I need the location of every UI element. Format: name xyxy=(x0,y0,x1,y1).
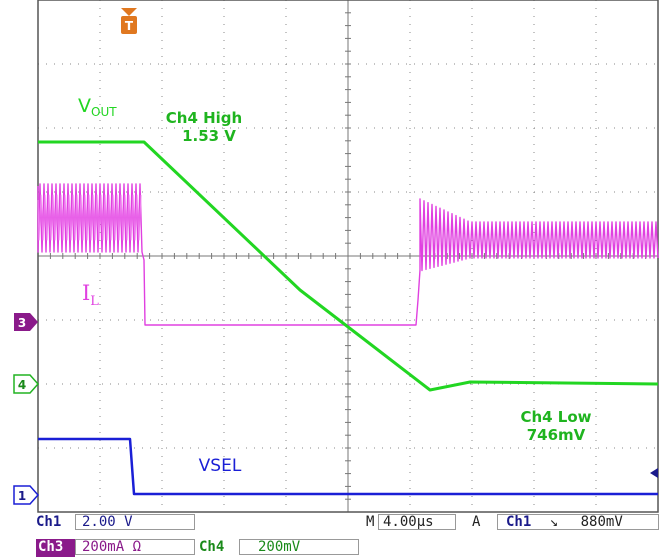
trigger-slope: ↘ xyxy=(549,514,559,530)
ch1-marker-label: 1 xyxy=(18,489,26,503)
waveform-traces xyxy=(37,140,659,496)
trigger-mode: A xyxy=(472,514,481,530)
timebase-box[interactable]: 4.00µs xyxy=(378,514,456,530)
ch1-status-label[interactable]: Ch1 xyxy=(36,514,62,530)
ch4-scale-value: 200mV xyxy=(258,539,301,555)
ch1-scale-box[interactable]: 2.00 V xyxy=(75,514,195,530)
vout-label: VOUT xyxy=(78,95,117,119)
trigger-box[interactable]: Ch1 ↘ 880mV xyxy=(497,514,659,530)
status-bar-bottom: Ch3 200mA Ω Ch4 200mV xyxy=(0,539,668,557)
trigger-level: 880mV xyxy=(580,514,623,530)
ch4-low-title: Ch4 Low xyxy=(520,408,591,426)
ch4-ground-marker[interactable]: 4 xyxy=(13,374,40,394)
trigger-source: Ch1 xyxy=(506,514,532,530)
ch3-marker-label: 3 xyxy=(18,316,26,330)
ch4-scale-box[interactable]: 200mV xyxy=(239,539,359,555)
timebase-value: 4.00µs xyxy=(383,514,434,530)
ch4-status-label[interactable]: Ch4 xyxy=(199,539,225,555)
il-label: IL xyxy=(82,281,99,309)
ch4-marker-label: 4 xyxy=(18,378,26,392)
timebase-label: M xyxy=(366,514,375,530)
trigger-marker-label: T xyxy=(125,19,134,33)
ch3-status-label[interactable]: Ch3 xyxy=(36,539,75,557)
ch1-scale-value: 2.00 V xyxy=(82,514,133,530)
ch4-low-value: 746mV xyxy=(527,426,586,444)
status-bar-top: Ch1 2.00 V M 4.00µs A Ch1 ↘ 880mV xyxy=(0,514,668,532)
ch3-ripple-band xyxy=(37,194,142,241)
ch3-inductor-current-trace xyxy=(37,183,659,326)
ch3-ground-marker[interactable]: 3 xyxy=(14,313,38,331)
ch1-ground-marker[interactable]: 1 xyxy=(13,485,40,505)
trigger-position-marker: T xyxy=(121,8,137,34)
ch4-vout-trace xyxy=(38,140,659,392)
trigger-level-arrow xyxy=(650,468,658,478)
vsel-label: VSEL xyxy=(199,456,242,476)
ch4-high-value: 1.53 V xyxy=(182,127,236,145)
ch3-scale-value: 200mA Ω xyxy=(82,539,142,555)
ch4-high-title: Ch4 High xyxy=(166,109,242,127)
ch3-scale-box[interactable]: 200mA Ω xyxy=(75,539,195,555)
ch1-vsel-trace xyxy=(38,437,658,496)
